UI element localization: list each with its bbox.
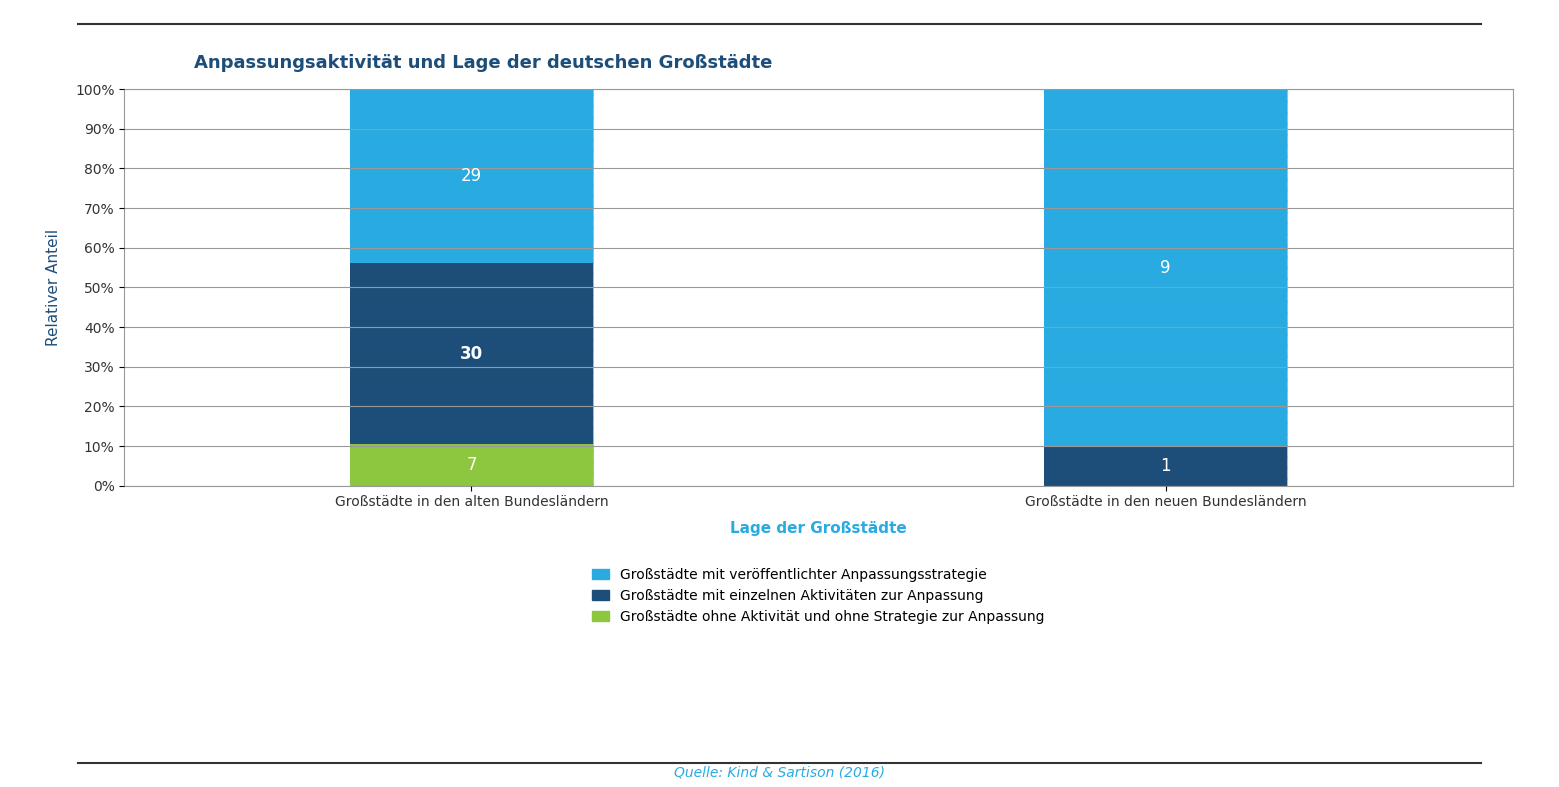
- Text: 30: 30: [460, 345, 483, 363]
- Bar: [1045, 89, 1288, 446]
- Legend: Großstädte mit veröffentlichter Anpassungsstrategie, Großstädte mit einzelnen Ak: Großstädte mit veröffentlichter Anpassun…: [586, 563, 1051, 630]
- Bar: [349, 89, 592, 264]
- X-axis label: Lage der Großstädte: Lage der Großstädte: [730, 520, 907, 535]
- Text: Quelle: Kind & Sartison (2016): Quelle: Kind & Sartison (2016): [673, 765, 886, 779]
- Text: 9: 9: [1160, 259, 1171, 276]
- Text: Anpassungsaktivität und Lage der deutschen Großstädte: Anpassungsaktivität und Lage der deutsch…: [193, 54, 772, 72]
- Bar: [349, 444, 592, 486]
- Y-axis label: Relativer Anteil: Relativer Anteil: [47, 229, 61, 346]
- Text: 29: 29: [461, 168, 482, 185]
- Bar: [1045, 89, 1288, 486]
- Text: 1: 1: [1160, 457, 1171, 475]
- Bar: [349, 89, 592, 486]
- Bar: [1045, 446, 1288, 486]
- Text: 7: 7: [466, 456, 477, 474]
- Bar: [349, 264, 592, 444]
